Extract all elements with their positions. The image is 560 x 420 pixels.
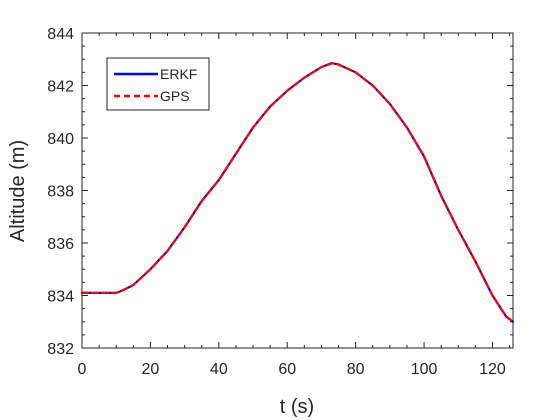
y-tick-label: 844 [47, 26, 74, 43]
legend-gps-label: GPS [160, 88, 190, 104]
y-tick-label: 838 [47, 184, 74, 201]
y-tick-label: 840 [47, 131, 74, 148]
legend-erkf-label: ERKF [160, 66, 197, 82]
x-axis-label: t (s) [280, 396, 314, 418]
x-tick-label: 120 [479, 361, 506, 378]
y-axis-label: Altitude (m) [7, 140, 29, 242]
x-tick-label: 0 [78, 361, 87, 378]
x-tick-label: 80 [347, 361, 365, 378]
legend-box [106, 57, 210, 111]
axis-ticks [81, 32, 513, 349]
tick-labels: 0 20 40 60 80 100 120 832 834 836 838 840 842 844 [47, 26, 506, 378]
legend: ERKF GPS [106, 57, 210, 111]
y-tick-label: 834 [47, 289, 74, 306]
x-tick-label: 100 [411, 361, 438, 378]
x-tick-label: 20 [142, 361, 160, 378]
series-layer [80, 62, 515, 323]
series-gps-line [80, 62, 515, 323]
y-tick-label: 832 [47, 341, 74, 358]
x-tick-label: 40 [210, 361, 228, 378]
x-tick-label: 60 [278, 361, 296, 378]
y-tick-label: 842 [47, 79, 74, 96]
y-tick-label: 836 [47, 236, 74, 253]
plot-frame [81, 32, 514, 349]
